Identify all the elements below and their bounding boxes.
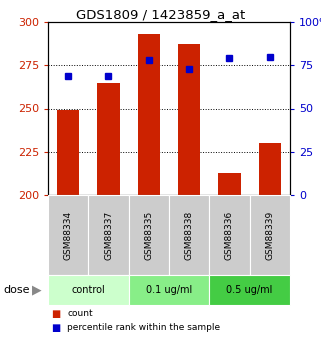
Text: ▶: ▶ xyxy=(32,284,42,296)
Text: GSM88335: GSM88335 xyxy=(144,210,153,260)
Text: count: count xyxy=(67,309,93,318)
Text: percentile rank within the sample: percentile rank within the sample xyxy=(67,324,221,333)
Text: GSM88334: GSM88334 xyxy=(64,210,73,259)
Bar xyxy=(218,172,241,195)
Text: control: control xyxy=(72,285,105,295)
Text: 0.5 ug/ml: 0.5 ug/ml xyxy=(227,285,273,295)
Text: GSM88338: GSM88338 xyxy=(185,210,194,260)
Text: GSM88339: GSM88339 xyxy=(265,210,274,260)
Text: GSM88337: GSM88337 xyxy=(104,210,113,260)
Bar xyxy=(178,45,200,195)
Text: ■: ■ xyxy=(51,309,60,319)
Text: dose: dose xyxy=(3,285,30,295)
Text: ■: ■ xyxy=(51,323,60,333)
Bar xyxy=(57,110,79,195)
Bar xyxy=(259,143,281,195)
Text: 0.1 ug/ml: 0.1 ug/ml xyxy=(146,285,192,295)
Text: GSM88336: GSM88336 xyxy=(225,210,234,260)
Bar xyxy=(138,34,160,195)
Text: GDS1809 / 1423859_a_at: GDS1809 / 1423859_a_at xyxy=(76,8,245,21)
Bar xyxy=(97,82,120,195)
